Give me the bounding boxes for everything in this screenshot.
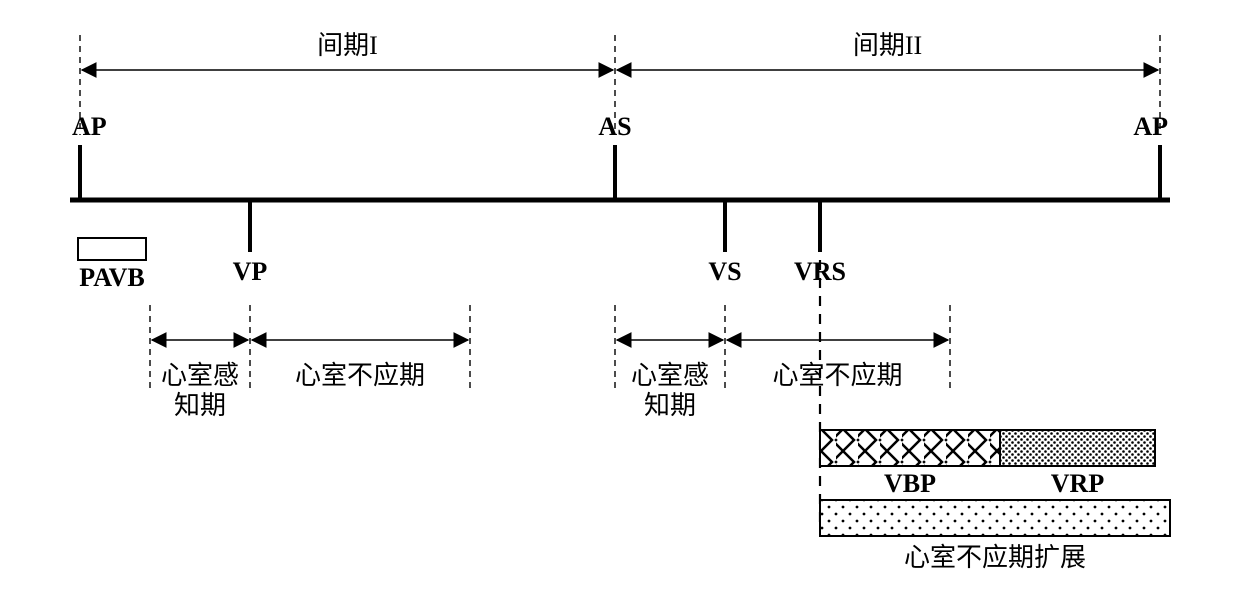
timeline: APASAPVPVSVRS xyxy=(70,112,1170,286)
vbp-bar xyxy=(820,430,1000,466)
event-label-AS: AS xyxy=(598,112,631,141)
interval-label: 间期I xyxy=(317,31,378,60)
event-label-VP: VP xyxy=(233,257,268,286)
event-label-AP1: AP xyxy=(72,112,107,141)
event-label-VS: VS xyxy=(708,257,741,286)
vrp-extension-label: 心室不应期扩展 xyxy=(904,543,1086,572)
vrp-bar xyxy=(1000,430,1155,466)
vbp-vrp-bar: VBP VRP xyxy=(820,430,1155,498)
vent-interval-label: 心室感 xyxy=(631,361,709,390)
pavb-box: PAVB xyxy=(78,238,146,292)
vrp-label: VRP xyxy=(1051,469,1105,498)
vent-interval-label: 心室感 xyxy=(161,361,239,390)
vent_intervals_right: 心室感知期 心室不应期 xyxy=(615,305,950,420)
vbp-label: VBP xyxy=(884,469,936,498)
vent-interval-label: 心室不应期 xyxy=(772,361,902,390)
event-label-AP2: AP xyxy=(1133,112,1168,141)
vrp-extension: 心室不应期扩展 xyxy=(820,500,1170,572)
interval-label: 间期II xyxy=(853,31,922,60)
vent-interval-label: 知期 xyxy=(174,391,226,420)
vent-interval-label: 知期 xyxy=(644,391,696,420)
pavb-label: PAVB xyxy=(79,263,145,292)
vent_intervals_left: 心室感知期 心室不应期 xyxy=(150,305,470,420)
vent-interval-label: 心室不应期 xyxy=(295,361,425,390)
